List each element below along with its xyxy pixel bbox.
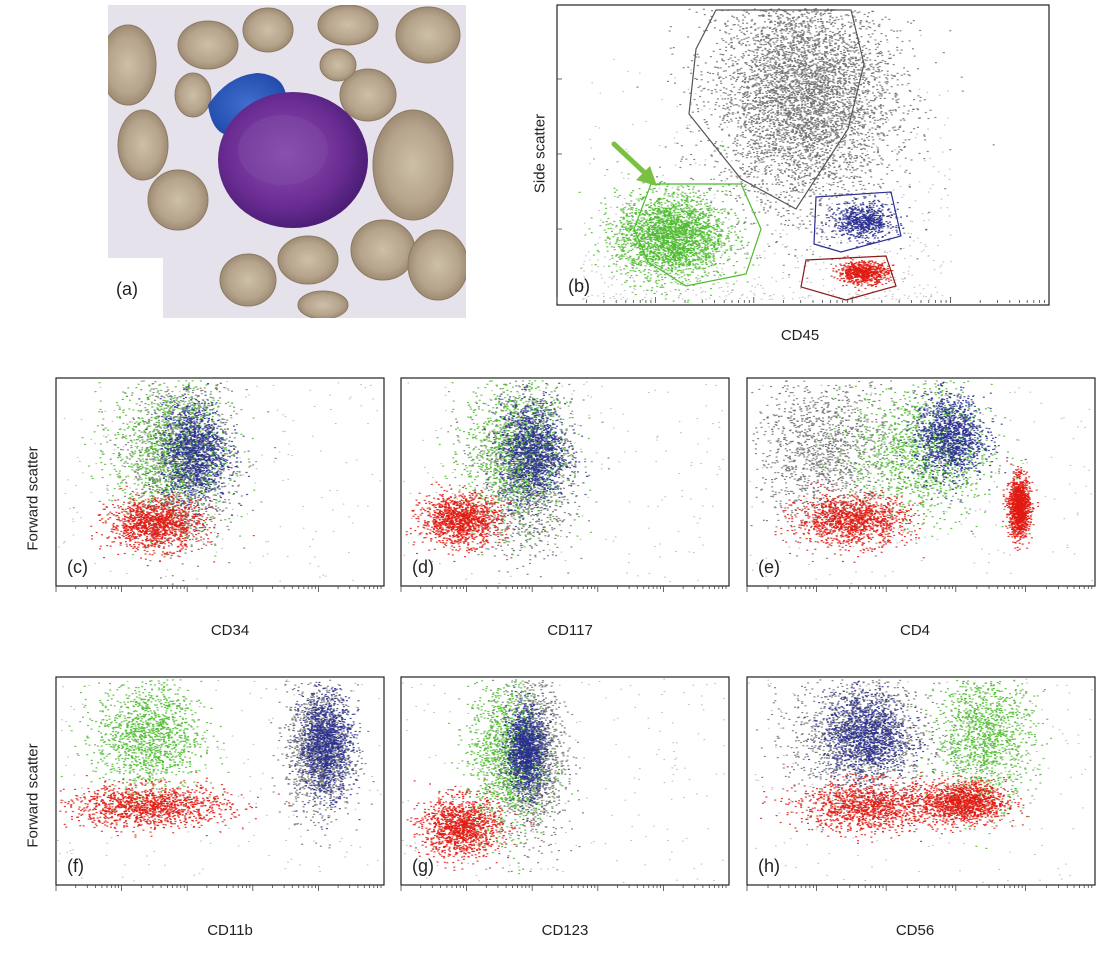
panel-e: (e) xyxy=(746,377,1096,599)
x-axis-label-f: CD11b xyxy=(190,922,270,939)
scatter-plot-d: (d) xyxy=(400,377,730,592)
panel-g: (g) xyxy=(400,676,730,898)
series-b-grey xyxy=(636,8,995,279)
plot-frame-c xyxy=(55,377,385,587)
x-axis-label-e: CD4 xyxy=(875,622,955,639)
series-g-blue-2 xyxy=(498,686,570,822)
series-d-red-3 xyxy=(405,481,547,563)
x-ticks-g xyxy=(400,885,727,891)
series-h-blue-1 xyxy=(803,680,957,802)
plot-frame-f xyxy=(55,676,385,886)
plot-frame-g xyxy=(400,676,730,886)
plot-frame-h xyxy=(746,676,1096,886)
y-axis-label-row2: Forward scatter xyxy=(25,434,42,564)
scatter-plot-f: (f) xyxy=(55,676,385,891)
series-e-red-4 xyxy=(1002,458,1040,551)
panel-label-f: (f) xyxy=(67,856,84,876)
series-f-blue-2 xyxy=(288,681,361,830)
series-d-blue-2 xyxy=(484,382,589,530)
panel-label-d: (d) xyxy=(412,557,434,577)
scatter-plot-g: (g) xyxy=(400,676,730,891)
gate-red-b xyxy=(800,255,897,301)
panel-label-h: (h) xyxy=(758,856,780,876)
panel-c: (c) xyxy=(55,377,385,599)
series-b-red xyxy=(830,255,895,292)
series-e-blue-2 xyxy=(897,381,1009,503)
panel-label-e: (e) xyxy=(758,557,780,577)
series-c-blue-2 xyxy=(138,382,250,530)
panel-h: (h) xyxy=(746,676,1096,898)
panel-label-b: (b) xyxy=(568,276,590,296)
series-f-green-0 xyxy=(60,679,230,812)
x-axis-label-b: CD45 xyxy=(760,327,840,344)
x-ticks-c xyxy=(55,586,382,592)
x-axis-label-c: CD34 xyxy=(190,622,270,639)
panel-label-g: (g) xyxy=(412,856,434,876)
x-axis-label-g: CD123 xyxy=(525,922,605,939)
series-c-red-3 xyxy=(90,485,255,567)
y-axis-label-b: Side scatter xyxy=(532,94,549,214)
scatter-plot-e: (e) xyxy=(746,377,1096,592)
panel-b: (b) xyxy=(556,4,1050,306)
x-ticks-h xyxy=(746,885,1093,891)
y-axis-label-row3: Forward scatter xyxy=(25,731,42,861)
series-h-red-3 xyxy=(760,752,996,844)
scatter-plot-c: (c) xyxy=(55,377,385,592)
x-axis-label-h: CD56 xyxy=(875,922,955,939)
series-g-red-3 xyxy=(406,778,533,871)
panel-label-c: (c) xyxy=(67,557,88,577)
plot-frame-e xyxy=(746,377,1096,587)
panel-f: (f) xyxy=(55,676,385,898)
series-f-red-3 xyxy=(59,771,291,838)
x-ticks-d xyxy=(400,586,727,592)
background-events-d xyxy=(403,381,724,584)
series-e-grey-0 xyxy=(750,380,951,563)
series-h-green-2 xyxy=(910,679,1053,849)
gate-blue-b xyxy=(813,191,902,253)
x-axis-label-d: CD117 xyxy=(530,622,610,639)
panel-a: (a) xyxy=(99,4,469,320)
blast-cell-micrograph xyxy=(99,4,469,320)
x-ticks-b xyxy=(556,78,1045,303)
panel-a-label: (a) xyxy=(116,279,138,300)
gate-grey-b xyxy=(688,9,865,210)
x-ticks-f xyxy=(55,885,382,891)
series-h-red-4 xyxy=(892,775,1029,835)
series-e-red-3 xyxy=(774,481,973,563)
plot-frame-b xyxy=(556,4,1050,306)
gate-green-b xyxy=(633,183,762,287)
scatter-plot-b: (b) xyxy=(556,4,1050,306)
scatter-plot-h: (h) xyxy=(746,676,1096,891)
panel-d: (d) xyxy=(400,377,730,599)
x-ticks-e xyxy=(746,586,1093,592)
arrow-icon xyxy=(611,141,657,186)
series-b-blue xyxy=(820,196,928,250)
plot-frame-d xyxy=(400,377,730,587)
